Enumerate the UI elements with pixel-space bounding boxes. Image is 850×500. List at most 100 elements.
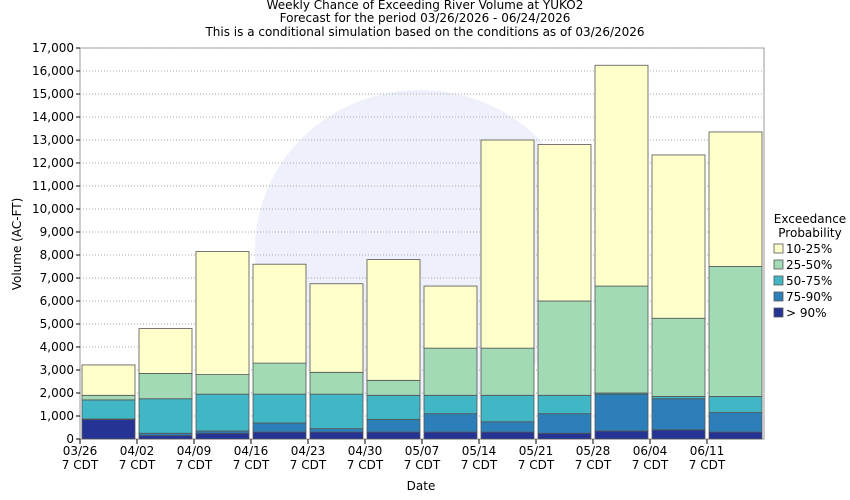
- x-tick-sublabel: 7 CDT: [233, 458, 270, 472]
- legend-title: Exceedance Probability: [773, 212, 847, 240]
- x-tick-sublabel: 7 CDT: [62, 458, 99, 472]
- y-tick-label: 12,000: [32, 156, 74, 170]
- bar-segment: [708, 131, 763, 267]
- x-tick-sublabel: 7 CDT: [632, 458, 669, 472]
- legend-label: 10-25%: [786, 242, 832, 256]
- bar-segment: [309, 431, 364, 440]
- bar-segment: [195, 393, 250, 432]
- bar-segment: [309, 283, 364, 373]
- x-tick-label: 04/16: [234, 444, 269, 458]
- bar-segment: [423, 413, 478, 433]
- x-tick-label: 06/11: [690, 444, 725, 458]
- bar-segment: [537, 144, 592, 302]
- bar-segment: [81, 399, 136, 420]
- bar-segment: [651, 398, 706, 431]
- y-tick-label: 17,000: [32, 41, 74, 55]
- bar-segment: [708, 396, 763, 413]
- x-tick-label: 04/30: [348, 444, 383, 458]
- y-tick-label: 4,000: [40, 340, 74, 354]
- bar-segment: [651, 154, 706, 319]
- bar-segment: [423, 347, 478, 396]
- x-tick-label: 04/23: [291, 444, 326, 458]
- bar-segment: [480, 431, 535, 440]
- bar-segment: [708, 412, 763, 433]
- x-tick-label: 05/28: [576, 444, 611, 458]
- y-tick-label: 7,000: [40, 271, 74, 285]
- bar-segment: [594, 393, 649, 432]
- y-axis-label: Volume (AC-FT): [10, 198, 24, 291]
- x-tick-sublabel: 7 CDT: [347, 458, 384, 472]
- bar-segment: [594, 64, 649, 287]
- bar-segment: [651, 429, 706, 440]
- bar-segment: [480, 421, 535, 433]
- x-tick-sublabel: 7 CDT: [119, 458, 156, 472]
- bar-segment: [594, 430, 649, 440]
- x-tick-label: 03/26: [63, 444, 98, 458]
- bar-segment: [480, 394, 535, 423]
- bar-segment: [195, 432, 250, 440]
- y-tick-label: 1,000: [40, 409, 74, 423]
- legend-label: 25-50%: [786, 258, 832, 272]
- bar-segment: [138, 328, 193, 374]
- bar-segment: [138, 373, 193, 400]
- x-tick-sublabel: 7 CDT: [461, 458, 498, 472]
- y-tick-label: 9,000: [40, 225, 74, 239]
- x-tick-sublabel: 7 CDT: [575, 458, 612, 472]
- legend-swatch: [773, 243, 784, 254]
- bar-segment: [81, 364, 136, 396]
- y-tick-label: 5,000: [40, 317, 74, 331]
- x-tick-sublabel: 7 CDT: [689, 458, 726, 472]
- legend-swatch: [773, 291, 784, 302]
- bar-segment: [651, 317, 706, 397]
- legend-label: > 90%: [786, 306, 827, 320]
- bar-segment: [537, 432, 592, 440]
- chart-title: Weekly Chance of Exceeding River Volume …: [267, 0, 584, 12]
- bar-segment: [708, 266, 763, 397]
- y-tick-label: 10,000: [32, 202, 74, 216]
- y-tick-label: 15,000: [32, 87, 74, 101]
- bar-segment: [537, 300, 592, 396]
- y-tick-label: 2,000: [40, 386, 74, 400]
- bar-segment: [366, 259, 421, 381]
- bar-segment: [138, 398, 193, 434]
- x-tick-label: 04/02: [120, 444, 155, 458]
- bar-segment: [81, 394, 136, 401]
- x-tick-label: 05/21: [519, 444, 554, 458]
- bar-segment: [480, 347, 535, 396]
- x-tick-sublabel: 7 CDT: [404, 458, 441, 472]
- bar-segment: [423, 394, 478, 415]
- y-tick-label: 8,000: [40, 248, 74, 262]
- y-tick-label: 3,000: [40, 363, 74, 377]
- legend-label: 75-90%: [786, 290, 832, 304]
- bar-segment: [195, 251, 250, 376]
- bar-segment: [252, 422, 307, 433]
- x-tick-label: 04/09: [177, 444, 212, 458]
- bar-segment: [252, 431, 307, 440]
- bar-segment: [252, 393, 307, 424]
- x-tick-sublabel: 7 CDT: [518, 458, 555, 472]
- bar-segment: [594, 285, 649, 394]
- bar-segment: [537, 394, 592, 415]
- bar-segment: [309, 371, 364, 395]
- y-tick-label: 16,000: [32, 64, 74, 78]
- bar-segment: [423, 285, 478, 349]
- x-tick-label: 06/04: [633, 444, 668, 458]
- bar-segment: [708, 431, 763, 440]
- bar-segment: [537, 413, 592, 434]
- chart-note: This is a conditional simulation based o…: [204, 25, 644, 39]
- bar-segment: [138, 435, 193, 440]
- legend-label: 50-75%: [786, 274, 832, 288]
- bar-segment: [366, 379, 421, 396]
- bar-segment: [309, 428, 364, 433]
- legend-swatch: [773, 275, 784, 286]
- x-tick-label: 05/07: [405, 444, 440, 458]
- x-tick-sublabel: 7 CDT: [290, 458, 327, 472]
- bar-segment: [81, 419, 136, 440]
- bar-segment: [309, 393, 364, 430]
- legend-swatch: [773, 259, 784, 270]
- bar-segment: [366, 394, 421, 420]
- bar-segment: [480, 139, 535, 349]
- y-tick-label: 6,000: [40, 294, 74, 308]
